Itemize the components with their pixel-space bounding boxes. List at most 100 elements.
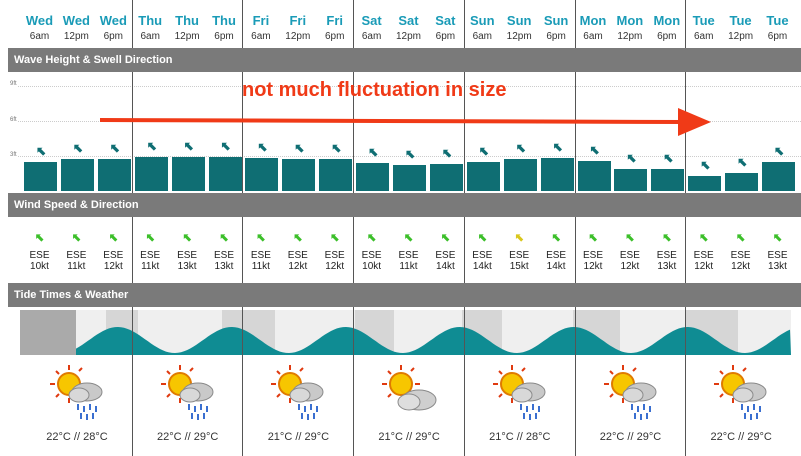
day-label: Mon (616, 13, 644, 28)
day-divider (685, 217, 686, 283)
day-label: Thu (212, 13, 236, 28)
wind-speed: 12kt (620, 261, 640, 272)
wave-bar (614, 169, 648, 191)
wind-speed: 14kt (546, 261, 566, 272)
weather-cell: 21°C // 29°C (354, 362, 464, 443)
wind-direction: ESE (287, 250, 308, 261)
day-label: Wed (62, 13, 90, 28)
wind-arrow-icon: ⬉ (477, 232, 487, 244)
time-label: 6pm (103, 31, 124, 42)
wind-arrow-icon: ⬉ (699, 232, 709, 244)
wave-bar (24, 162, 57, 191)
wind-direction: ESE (140, 250, 161, 261)
day-divider (353, 217, 354, 283)
day-label: Tue (729, 13, 752, 28)
wind-cell: ⬉ ESE 12kt (575, 233, 612, 273)
day-label: Tue (766, 13, 789, 28)
temperature-range: 22°C // 28°C (46, 431, 108, 443)
wind-arrow-icon: ⬉ (625, 232, 635, 244)
column-header: Sun 12pm (501, 0, 538, 44)
swell-direction-icon: ⬉ (737, 155, 748, 169)
wind-arrow-icon: ⬉ (330, 232, 340, 244)
day-divider (464, 307, 465, 456)
swell-direction-icon: ⬉ (109, 141, 120, 155)
wind-direction: ESE (582, 250, 603, 261)
sun-cloud-rain-icon (490, 365, 550, 426)
column-header: Sat 6am (353, 0, 390, 44)
column-header: Fri 6am (242, 0, 279, 44)
tide-wave (76, 327, 791, 355)
time-label: 6am (472, 31, 493, 42)
wind-speed: 13kt (177, 261, 197, 272)
temperature-range: 22°C // 29°C (599, 431, 662, 443)
wind-speed: 13kt (768, 261, 787, 272)
wind-speed: 13kt (214, 261, 234, 272)
wind-direction: ESE (361, 250, 382, 261)
column-header: Wed 12pm (58, 0, 95, 44)
day-divider (132, 0, 133, 48)
column-header: Thu 12pm (169, 0, 206, 44)
wave-bar (503, 159, 537, 191)
swell-direction-icon: ⬉ (294, 141, 305, 155)
swell-direction-icon: ⬉ (331, 141, 342, 155)
wave-bar (356, 163, 390, 191)
swell-direction-icon: ⬉ (774, 144, 785, 158)
sun-cloud-rain-icon (711, 365, 771, 426)
swell-direction-icon: ⬉ (36, 144, 47, 158)
wind-arrow-icon: ⬉ (735, 232, 746, 244)
wind-arrow-icon: ⬉ (145, 232, 155, 244)
weather-cell: 22°C // 29°C (686, 362, 796, 443)
day-divider (132, 217, 133, 283)
sun-cloud-rain-icon (158, 365, 218, 426)
tide-section-title: Tide Times & Weather (8, 283, 801, 307)
wind-direction: ESE (509, 250, 530, 261)
wind-cell: ⬉ ESE 14kt (427, 232, 464, 273)
wind-direction: ESE (177, 250, 198, 261)
day-label: Sat (398, 13, 419, 28)
time-label: 6pm (546, 31, 566, 42)
annotation-arrow (99, 108, 711, 136)
weather-cell: 22°C // 29°C (133, 362, 243, 443)
wind-speed: 11kt (251, 261, 270, 272)
time-label: 12pm (728, 31, 754, 42)
column-header: Tue 12pm (722, 0, 759, 44)
wave-bar (540, 158, 574, 191)
time-label: 6pm (435, 31, 456, 42)
wind-cell: ⬉ ESE 14kt (464, 232, 501, 273)
wind-direction: ESE (730, 250, 751, 261)
wind-direction: ESE (398, 250, 419, 261)
day-divider (132, 307, 133, 456)
day-divider (685, 307, 686, 456)
day-label: Sat (435, 13, 456, 28)
wave-bar (208, 157, 242, 191)
day-divider (242, 0, 243, 48)
day-divider (242, 72, 243, 193)
swell-direction-icon: ⬉ (257, 140, 268, 154)
wind-speed: 12kt (694, 261, 714, 272)
wave-bar (60, 159, 94, 191)
wind-speed: 11kt (399, 261, 418, 272)
time-label: 6am (693, 31, 714, 42)
tide-chart (20, 310, 791, 355)
time-label: 6pm (657, 31, 677, 42)
day-divider (464, 217, 465, 283)
day-divider (575, 217, 576, 283)
day-divider (242, 307, 243, 456)
wave-bar (651, 169, 685, 191)
time-label: 12pm (285, 31, 311, 42)
sun-cloud-rain-icon (601, 365, 661, 426)
wave-bar (725, 173, 759, 191)
column-header: Sun 6pm (538, 0, 575, 44)
swell-direction-icon: ⬉ (478, 144, 489, 158)
day-divider (575, 0, 576, 48)
wind-arrow-icon: ⬉ (440, 232, 450, 244)
wind-direction: ESE (656, 250, 677, 261)
wind-speed: 12kt (325, 261, 345, 272)
tide-past-shade (20, 310, 76, 355)
day-label: Mon (579, 13, 607, 28)
wave-bar (429, 164, 463, 191)
day-divider (464, 0, 465, 48)
time-label: 6am (140, 31, 160, 42)
day-label: Sun (506, 13, 532, 28)
wind-speed: 12kt (731, 261, 751, 272)
